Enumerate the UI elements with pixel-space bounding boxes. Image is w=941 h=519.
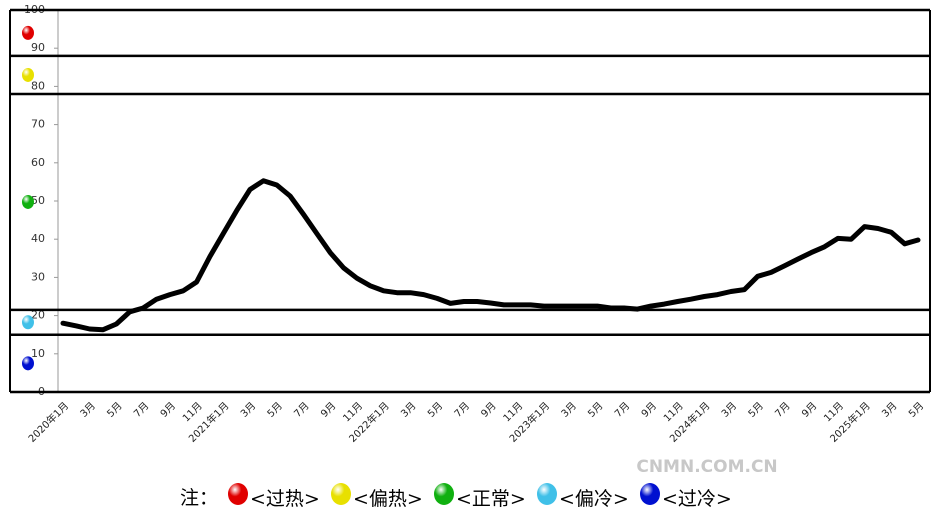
- legend-swatch: [537, 483, 557, 505]
- data-line: [60, 178, 921, 333]
- legend-swatch: [434, 483, 454, 505]
- zone-dot: [22, 25, 34, 40]
- zone-dot: [22, 67, 34, 82]
- x-tick-label: 3月: [399, 400, 419, 420]
- y-tick-label: 10: [31, 347, 45, 360]
- x-tick-label: 3月: [719, 400, 739, 420]
- legend-label: <偏冷>: [559, 488, 629, 510]
- x-tick-label: 7月: [612, 400, 632, 420]
- legend-label: <正常>: [456, 488, 526, 510]
- y-tick-label: 30: [31, 270, 45, 283]
- legend-label: <过冷>: [662, 488, 732, 510]
- x-tick-label: 7月: [292, 400, 312, 420]
- x-tick-label: 3月: [78, 400, 98, 420]
- y-tick-label: 20: [31, 309, 45, 322]
- x-tick-label: 3月: [879, 400, 899, 420]
- x-tick-label: 9月: [318, 400, 338, 420]
- x-tick-label: 5月: [265, 400, 285, 420]
- x-tick-label: 5月: [746, 400, 766, 420]
- y-tick-label: 90: [31, 41, 45, 54]
- zone-dot: [22, 356, 34, 371]
- x-tick-label: 3月: [559, 400, 579, 420]
- legend-label: <过热>: [250, 488, 320, 510]
- x-tick-label: 9月: [479, 400, 499, 420]
- x-tick-label: 11月: [661, 400, 686, 425]
- x-tick-label: 11月: [180, 400, 205, 425]
- legend-swatch: [228, 483, 248, 505]
- x-tick-label: 5月: [586, 400, 606, 420]
- y-tick-label: 40: [31, 232, 45, 245]
- x-tick-label: 7月: [773, 400, 793, 420]
- x-tick-label: 11月: [822, 400, 847, 425]
- x-tick-label: 11月: [341, 400, 366, 425]
- x-tick-label: 9月: [639, 400, 659, 420]
- legend-swatch: [331, 483, 351, 505]
- x-tick-label: 9月: [799, 400, 819, 420]
- y-tick-label: 80: [31, 79, 45, 92]
- legend-note: 注：: [180, 487, 218, 509]
- y-tick-label: 50: [31, 194, 45, 207]
- x-tick-label: 2020年1月: [25, 399, 71, 445]
- y-tick-label: 60: [31, 156, 45, 169]
- zone-dot: [22, 315, 34, 330]
- zone-dot: [22, 194, 34, 209]
- x-tick-label: 5月: [425, 400, 445, 420]
- y-tick-label: 70: [31, 118, 45, 131]
- x-tick-label: 5月: [105, 400, 125, 420]
- x-tick-label: 5月: [906, 400, 926, 420]
- legend-label: <偏热>: [353, 488, 423, 510]
- legend-swatch: [640, 483, 660, 505]
- x-tick-label: 9月: [158, 400, 178, 420]
- x-tick-label: 7月: [131, 400, 151, 420]
- watermark: CNMN.COM.CN: [636, 457, 777, 477]
- x-tick-label: 11月: [501, 400, 526, 425]
- x-tick-label: 7月: [452, 400, 472, 420]
- x-tick-label: 3月: [238, 400, 258, 420]
